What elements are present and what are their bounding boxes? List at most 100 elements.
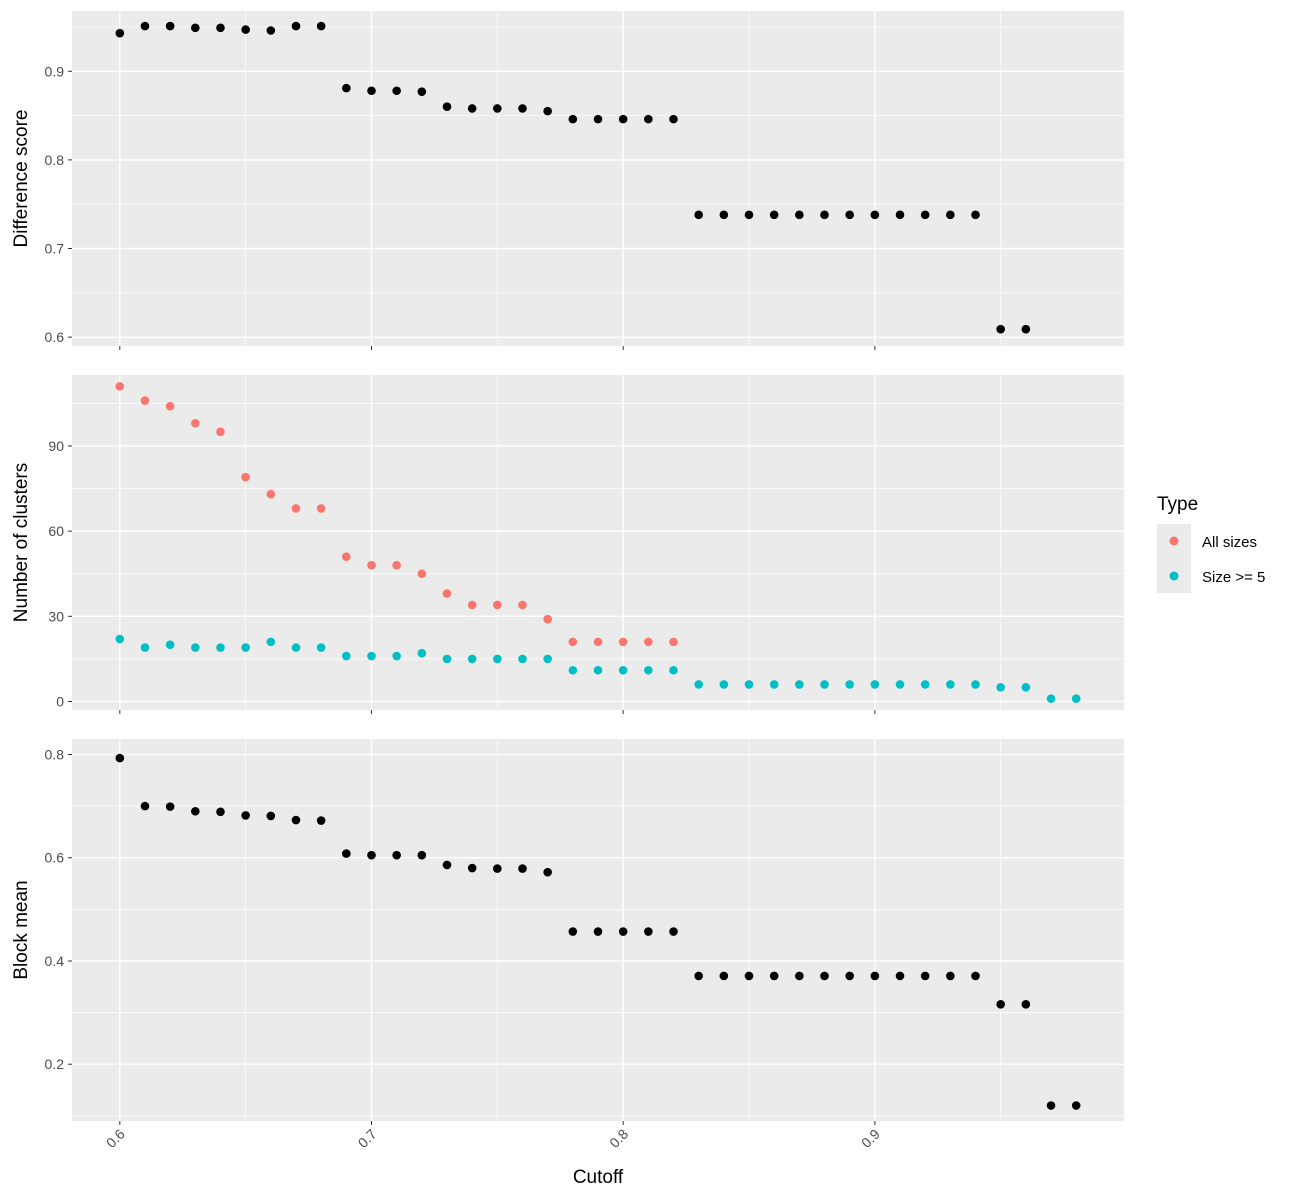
data-point bbox=[820, 680, 829, 689]
data-point bbox=[165, 401, 175, 411]
y-tick-label: 0.8 bbox=[45, 746, 65, 762]
data-point bbox=[367, 651, 376, 661]
panel-background bbox=[72, 375, 1124, 710]
data-point bbox=[493, 864, 502, 873]
y-tick-label: 30 bbox=[48, 608, 64, 624]
data-point bbox=[266, 26, 276, 35]
data-point bbox=[543, 614, 552, 624]
y-tick-label: 0.6 bbox=[45, 850, 65, 866]
data-point bbox=[618, 637, 628, 647]
data-point bbox=[795, 971, 804, 981]
data-point bbox=[392, 560, 401, 570]
y-tick-label: 60 bbox=[48, 523, 64, 539]
data-point bbox=[618, 927, 628, 936]
data-point bbox=[115, 28, 125, 38]
x-tick-label: 0.7 bbox=[355, 1126, 380, 1151]
data-point bbox=[241, 25, 250, 34]
y-axis-title: Number of clusters bbox=[11, 463, 32, 622]
data-point bbox=[820, 210, 829, 220]
data-point bbox=[971, 680, 980, 689]
data-point bbox=[543, 867, 552, 877]
data-point bbox=[467, 863, 477, 873]
series-size-5 bbox=[115, 634, 1081, 703]
data-point bbox=[769, 680, 779, 689]
data-point bbox=[266, 489, 276, 499]
data-point bbox=[644, 114, 653, 124]
data-point bbox=[1021, 682, 1031, 692]
data-point bbox=[191, 418, 200, 428]
data-point bbox=[618, 114, 628, 124]
data-point bbox=[266, 637, 276, 647]
data-point bbox=[392, 86, 401, 96]
data-point bbox=[870, 680, 880, 689]
data-point bbox=[996, 682, 1005, 692]
legend-label-size-5: Size >= 5 bbox=[1202, 569, 1265, 586]
series-1 bbox=[115, 21, 1031, 334]
data-point bbox=[744, 680, 754, 689]
data-point bbox=[568, 637, 578, 647]
data-point bbox=[719, 210, 729, 220]
x-tick-label: 0.9 bbox=[858, 1126, 883, 1151]
data-point bbox=[442, 589, 452, 598]
data-point bbox=[644, 637, 653, 647]
data-point bbox=[493, 654, 502, 664]
data-point bbox=[140, 396, 150, 405]
data-point bbox=[316, 21, 326, 31]
data-point bbox=[216, 427, 225, 437]
data-point bbox=[115, 382, 125, 391]
data-point bbox=[442, 102, 452, 112]
data-point bbox=[996, 1000, 1005, 1009]
data-point bbox=[1071, 694, 1081, 703]
data-point bbox=[870, 210, 880, 220]
x-tick-label: 0.8 bbox=[606, 1126, 631, 1151]
data-point bbox=[140, 21, 150, 31]
panels: 0.6 0.7 0.8 0.9 Difference score 0 30 60 90 Numbe… bbox=[11, 11, 1124, 1125]
data-point bbox=[895, 210, 905, 220]
data-point bbox=[392, 651, 401, 661]
data-point bbox=[467, 104, 477, 113]
data-point bbox=[140, 643, 150, 652]
data-point bbox=[241, 472, 250, 482]
data-point bbox=[316, 504, 326, 513]
data-point bbox=[417, 87, 427, 96]
data-point bbox=[719, 971, 729, 981]
data-point bbox=[795, 680, 804, 689]
data-point bbox=[518, 654, 527, 664]
data-point bbox=[1046, 1101, 1056, 1110]
data-point bbox=[744, 210, 754, 220]
data-point bbox=[618, 665, 628, 675]
y-tick-label: 0.2 bbox=[45, 1056, 65, 1072]
data-point bbox=[1046, 694, 1056, 703]
data-point bbox=[191, 643, 200, 652]
y-tick-label: 0.7 bbox=[45, 241, 65, 257]
data-point bbox=[442, 860, 452, 870]
data-point bbox=[694, 971, 703, 981]
legend-key-all-sizes bbox=[1169, 536, 1179, 546]
data-point bbox=[568, 114, 578, 124]
data-point bbox=[518, 864, 527, 873]
x-axis: 0.6 0.7 0.8 0.9 bbox=[103, 1126, 883, 1151]
data-point bbox=[241, 811, 250, 820]
data-point bbox=[769, 210, 779, 220]
data-point bbox=[644, 927, 653, 936]
legend-title: Type bbox=[1157, 494, 1198, 515]
data-point bbox=[920, 971, 930, 981]
data-point bbox=[316, 643, 326, 652]
data-point bbox=[845, 680, 854, 689]
data-point bbox=[895, 971, 905, 981]
data-point bbox=[165, 640, 175, 650]
data-point bbox=[316, 816, 326, 825]
data-point bbox=[367, 86, 376, 96]
y-axis-title: Block mean bbox=[11, 880, 32, 979]
data-point bbox=[342, 849, 351, 858]
data-point bbox=[971, 210, 980, 220]
data-point bbox=[543, 654, 552, 664]
data-point bbox=[191, 23, 200, 33]
data-point bbox=[895, 680, 905, 689]
data-point bbox=[593, 665, 603, 675]
data-point bbox=[291, 504, 301, 513]
y-tick-label: 0.4 bbox=[45, 953, 65, 969]
y-axis-title: Difference score bbox=[11, 110, 32, 248]
series-all-sizes bbox=[115, 382, 678, 647]
data-point bbox=[493, 104, 502, 113]
